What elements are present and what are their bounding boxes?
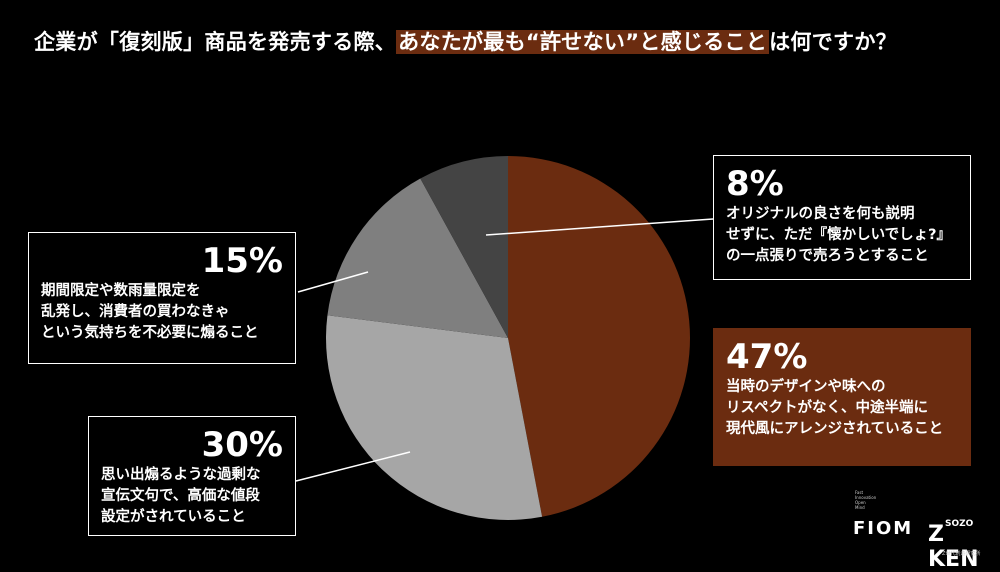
zken-logo: Z KEN bbox=[928, 522, 979, 572]
callout-30-percent: 30% bbox=[201, 425, 283, 465]
pie-slice-15 bbox=[327, 178, 508, 338]
callout-30: 30% 思い出煽るような過剰な 宣伝文句で、高価な値段 設定がされていること bbox=[88, 416, 296, 536]
callout-15-percent: 15% bbox=[201, 241, 283, 281]
callout-15: 15% 期間限定や数雨量限定を 乱発し、消費者の買わなきゃ という気持ちを不必要… bbox=[28, 232, 296, 364]
title-part1: 企業が「復刻版」商品を発売する際、 bbox=[34, 30, 397, 54]
callout-47-percent: 47% bbox=[726, 337, 808, 377]
zken-logo-subtext: Z世代創造研究所 bbox=[942, 551, 981, 557]
title-highlight: あなたが最も“許せない”と感じること bbox=[396, 30, 770, 54]
fiom-logo-subtext: Fast Innovation Open Mind bbox=[855, 490, 877, 510]
fiom-logo: FIOM bbox=[853, 518, 914, 539]
leader-line-8 bbox=[485, 218, 714, 236]
callout-30-text: 思い出煽るような過剰な 宣伝文句で、高価な値段 設定がされていること bbox=[101, 467, 261, 525]
leader-line-15 bbox=[297, 271, 369, 293]
callout-47: 47% 当時のデザインや味への リスペクトがなく、中途半端に 現代風にアレンジさ… bbox=[713, 328, 971, 466]
chart-title: 企業が「復刻版」商品を発売する際、あなたが最も“許せない”と感じることは何ですか… bbox=[34, 24, 897, 60]
callout-8: 8% オリジナルの良さを何も説明 せずに、ただ『懐かしいでしょ?』 の一点張りで… bbox=[713, 155, 971, 280]
sozo-logo-text: SOZO bbox=[945, 519, 974, 529]
title-part2: は何ですか？ bbox=[769, 30, 897, 54]
pie-slice-47 bbox=[508, 156, 691, 517]
callout-8-percent: 8% bbox=[726, 164, 784, 204]
pie-slice-30 bbox=[325, 315, 543, 520]
callout-47-text: 当時のデザインや味への リスペクトがなく、中途半端に 現代風にアレンジされている… bbox=[726, 379, 944, 437]
leader-line-30 bbox=[295, 451, 411, 482]
pie-slice-8 bbox=[420, 156, 508, 338]
callout-15-text: 期間限定や数雨量限定を 乱発し、消費者の買わなきゃ という気持ちを不必要に煽るこ… bbox=[41, 283, 259, 341]
callout-8-text: オリジナルの良さを何も説明 せずに、ただ『懐かしいでしょ?』 の一点張りで売ろう… bbox=[726, 206, 952, 264]
